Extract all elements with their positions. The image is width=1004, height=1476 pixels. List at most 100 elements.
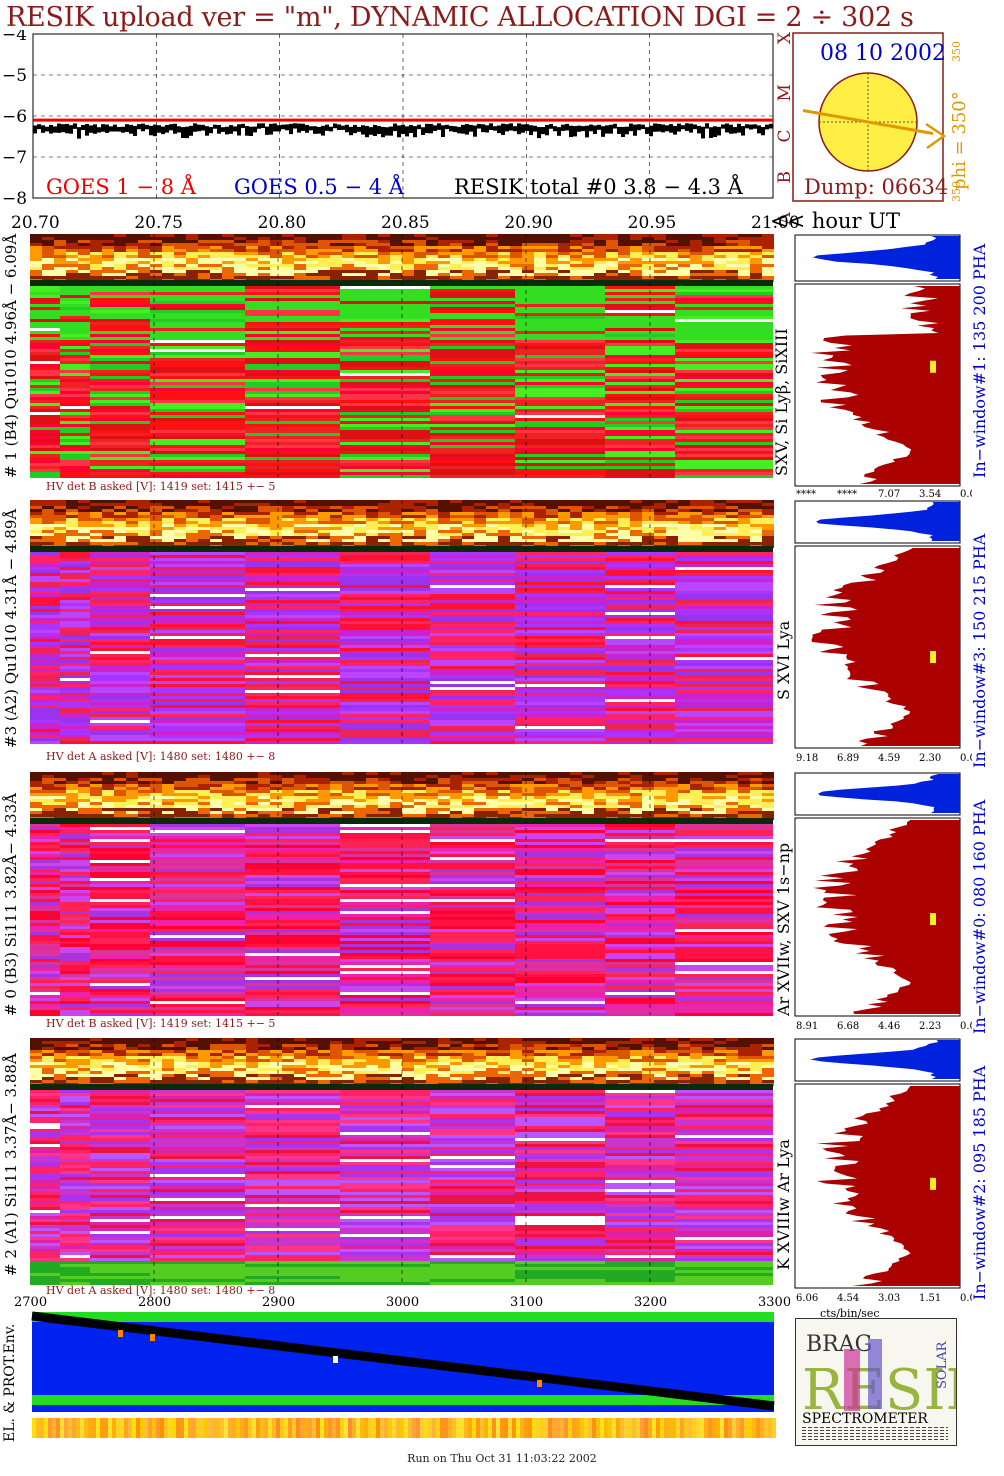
upper-band-cell xyxy=(222,533,234,536)
upper-band-cell xyxy=(78,264,90,267)
resik-sample xyxy=(197,124,201,132)
spectrogram-cell xyxy=(245,738,340,741)
upper-band-cell xyxy=(570,775,582,778)
resik-sample xyxy=(533,125,537,132)
spectrogram-cell xyxy=(430,944,515,947)
upper-band-cell xyxy=(90,276,102,279)
spectrogram-cell xyxy=(430,866,515,869)
upper-band-cell xyxy=(270,240,282,243)
upper-band-cell xyxy=(606,252,618,255)
upper-band-cell xyxy=(642,500,654,503)
spectrogram-cell xyxy=(515,735,605,738)
upper-band-cell xyxy=(126,536,138,539)
spectrogram-cell xyxy=(340,442,430,445)
x-tick-label: 20.70 xyxy=(11,213,60,233)
spectrogram-cell xyxy=(430,651,515,654)
upper-band-cell xyxy=(714,539,726,542)
upper-band-cell xyxy=(114,509,126,512)
spectrogram-cell xyxy=(150,830,245,833)
upper-band-cell xyxy=(42,276,54,279)
spectrogram-cell xyxy=(30,651,60,654)
spectrogram-cell xyxy=(30,322,60,325)
upper-band-cell xyxy=(174,787,186,790)
upper-band-cell xyxy=(330,255,342,258)
spectrogram-cell xyxy=(60,920,90,923)
upper-band-cell xyxy=(582,796,594,799)
upper-band-cell xyxy=(318,805,330,808)
upper-band-cell xyxy=(594,811,606,814)
upper-band-cell xyxy=(750,775,762,778)
upper-band-cell xyxy=(522,527,534,530)
upper-band-cell xyxy=(726,521,738,524)
spectrogram-cell xyxy=(245,681,340,684)
spectrogram-cell xyxy=(245,696,340,699)
spectrogram-cell xyxy=(605,935,675,938)
spectrogram-cell xyxy=(90,570,150,573)
upper-band-cell xyxy=(474,264,486,267)
spectrogram-cell xyxy=(30,412,60,415)
resik-sample xyxy=(393,123,397,132)
upper-band-cell xyxy=(102,273,114,276)
upper-band-cell xyxy=(570,542,582,545)
spectrogram-cell xyxy=(30,343,60,346)
upper-band-cell xyxy=(54,246,66,249)
spectrogram-cell xyxy=(150,286,245,289)
upper-band-cell xyxy=(714,261,726,264)
upper-band-cell xyxy=(402,506,414,509)
upper-band-cell xyxy=(234,527,246,530)
spectrogram-cell xyxy=(245,687,340,690)
spectrogram-cell xyxy=(30,469,60,472)
spectrogram-cell xyxy=(60,567,90,570)
upper-band-cell xyxy=(114,503,126,506)
upper-band-cell xyxy=(414,237,426,240)
spectrogram-cell xyxy=(150,926,245,929)
spectrogram-cell xyxy=(150,717,245,720)
upper-band-cell xyxy=(150,506,162,509)
upper-band-cell xyxy=(54,243,66,246)
resik-sample xyxy=(429,123,433,134)
upper-band-cell xyxy=(534,781,546,784)
upper-band-cell xyxy=(738,772,750,775)
histogram-tick: 9.18 xyxy=(796,753,818,764)
upper-band-cell xyxy=(702,811,714,814)
spectrogram-cell xyxy=(245,711,340,714)
upper-band-cell xyxy=(402,273,414,276)
upper-band-cell xyxy=(210,503,222,506)
upper-band-cell xyxy=(318,267,330,270)
upper-band-cell xyxy=(42,787,54,790)
upper-band-cell xyxy=(558,237,570,240)
upper-band-cell xyxy=(30,240,42,243)
upper-band-cell xyxy=(594,799,606,802)
spectrogram-cell xyxy=(30,618,60,621)
resik-sample xyxy=(417,124,421,130)
upper-band-cell xyxy=(414,506,426,509)
resik-sample xyxy=(89,125,93,133)
spectrogram-cell xyxy=(340,391,430,394)
upper-band-cell xyxy=(690,539,702,542)
spectrogram-cell xyxy=(60,624,90,627)
upper-band-cell xyxy=(618,542,630,545)
spectrogram-cell xyxy=(430,448,515,451)
spectrogram-cell xyxy=(30,890,60,893)
spectrogram-cell xyxy=(605,660,675,663)
upper-band-cell xyxy=(390,270,402,273)
spectrogram-cell xyxy=(605,415,675,418)
upper-band-cell xyxy=(126,772,138,775)
upper-band-cell xyxy=(30,542,42,545)
upper-band-cell xyxy=(462,249,474,252)
upper-band-cell xyxy=(462,255,474,258)
spectrogram-cell xyxy=(90,460,150,463)
spectrogram-cell xyxy=(90,445,150,448)
upper-band-cell xyxy=(726,267,738,270)
upper-band-cell xyxy=(534,530,546,533)
spectrogram-cell xyxy=(605,702,675,705)
spectrogram-cell xyxy=(605,412,675,415)
upper-band-cell xyxy=(150,542,162,545)
histogram-fill xyxy=(811,286,960,484)
upper-band-cell xyxy=(714,814,726,817)
spectrogram-cell xyxy=(245,872,340,875)
upper-band-cell xyxy=(426,521,438,524)
upper-band-cell xyxy=(282,261,294,264)
upper-band-cell xyxy=(546,270,558,273)
upper-band-cell xyxy=(366,276,378,279)
